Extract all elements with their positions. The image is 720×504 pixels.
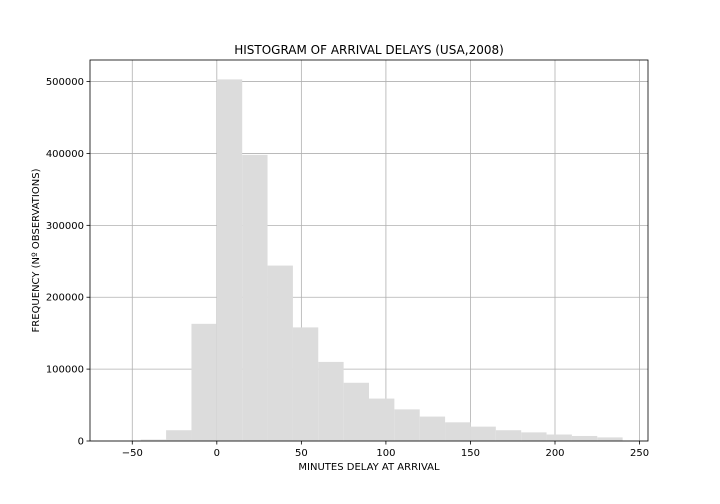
y-axis-label: FREQUENCY (Nº OBSERVATIONS) (31, 168, 42, 332)
chart-title: HISTOGRAM OF ARRIVAL DELAYS (USA,2008) (234, 43, 504, 57)
histogram-bar-7 (292, 327, 319, 441)
y-tick-label-4: 400000 (46, 149, 84, 160)
histogram-bar-16 (521, 432, 547, 441)
x-tick-label-1: 0 (214, 448, 220, 459)
histogram-bar-9 (343, 382, 369, 441)
histogram-bar-14 (470, 426, 496, 441)
x-tick-label-3: 100 (376, 448, 395, 459)
y-tick-label-3: 300000 (46, 221, 84, 232)
x-tick-label-6: 250 (630, 448, 649, 459)
histogram-bar-10 (369, 398, 395, 441)
x-tick-label-4: 150 (461, 448, 480, 459)
histogram-bar-17 (546, 434, 572, 441)
histogram-bar-3 (191, 323, 217, 441)
x-tick-label-0: −50 (122, 448, 143, 459)
histogram-bar-1 (140, 439, 167, 441)
y-tick-label-2: 200000 (46, 293, 84, 304)
histogram-bar-5 (242, 154, 268, 441)
y-tick-label-1: 100000 (46, 365, 84, 376)
x-axis-label: MINUTES DELAY AT ARRIVAL (298, 462, 440, 473)
histogram-bar-13 (445, 422, 471, 441)
y-axis-ticks: 0 100000 200000 300000 400000 500000 (46, 77, 90, 448)
histogram-bar-8 (318, 361, 344, 441)
histogram-bar-15 (495, 430, 522, 441)
histogram-bar-11 (394, 409, 420, 441)
y-tick-label-5: 500000 (46, 77, 84, 88)
histogram-bar-19 (597, 437, 623, 441)
x-axis-ticks: −50 0 50 100 150 200 250 (122, 441, 649, 459)
histogram-bars (140, 79, 623, 442)
x-tick-label-5: 200 (545, 448, 564, 459)
histogram-bar-2 (166, 430, 192, 441)
histogram-bar-6 (267, 265, 293, 441)
x-tick-label-2: 50 (295, 448, 308, 459)
histogram-bar-18 (571, 435, 598, 441)
histogram-bar-4 (216, 79, 243, 442)
y-tick-label-0: 0 (78, 437, 84, 448)
plot-frame (89, 59, 649, 442)
histogram-bar-12 (419, 416, 446, 441)
